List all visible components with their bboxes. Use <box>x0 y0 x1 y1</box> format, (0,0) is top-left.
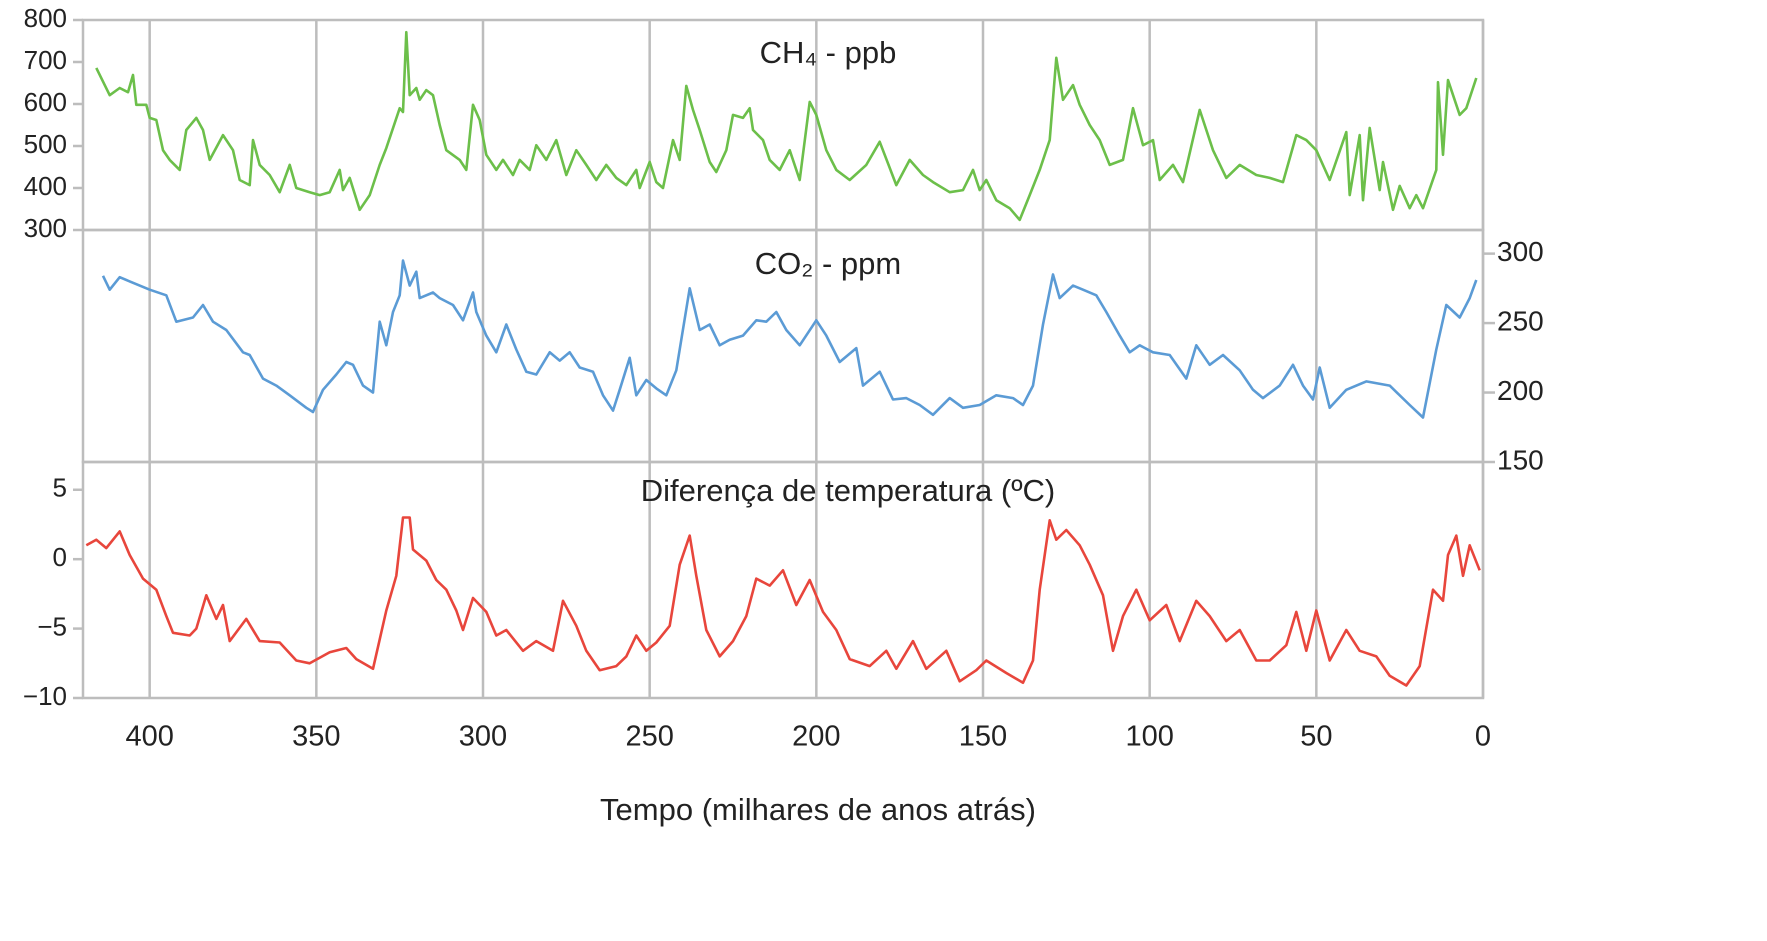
data-line <box>85 516 1481 687</box>
panel-title: Diferença de temperatura (ºC) <box>641 473 1056 508</box>
x-tick-label: 100 <box>1125 721 1173 753</box>
panel-title: CH₄ - ppb <box>760 35 897 70</box>
y-tick-label: 5 <box>53 473 67 503</box>
y-tick-label: 600 <box>24 87 67 117</box>
y-tick-label: 500 <box>24 129 67 159</box>
x-tick-label: 250 <box>625 721 673 753</box>
y-tick-label: 300 <box>1497 236 1544 267</box>
panel-title: CO₂ - ppm <box>755 246 901 281</box>
x-tick-label: 350 <box>292 721 340 753</box>
y-tick-label: 300 <box>24 213 67 243</box>
y-tick-label: 400 <box>24 171 67 201</box>
data-line <box>95 30 1478 222</box>
y-tick-label: 250 <box>1497 305 1544 336</box>
y-tick-label: 150 <box>1497 444 1544 475</box>
y-tick-label: 700 <box>24 45 67 75</box>
data-line <box>101 259 1478 419</box>
x-tick-label: 200 <box>792 721 840 753</box>
x-tick-label: 50 <box>1300 721 1332 753</box>
y-tick-label: 800 <box>24 3 67 33</box>
x-tick-label: 400 <box>125 721 173 753</box>
y-tick-label: 200 <box>1497 375 1544 406</box>
panel-frame <box>81 460 1485 700</box>
x-tick-label: 300 <box>459 721 507 753</box>
x-tick-label: 150 <box>959 721 1007 753</box>
y-tick-label: −5 <box>37 611 67 641</box>
y-tick-label: 0 <box>53 542 67 572</box>
x-axis-label: Tempo (milhares de anos atrás) <box>600 792 1036 827</box>
x-tick-label: 0 <box>1475 721 1491 753</box>
y-tick-label: −10 <box>23 681 67 711</box>
